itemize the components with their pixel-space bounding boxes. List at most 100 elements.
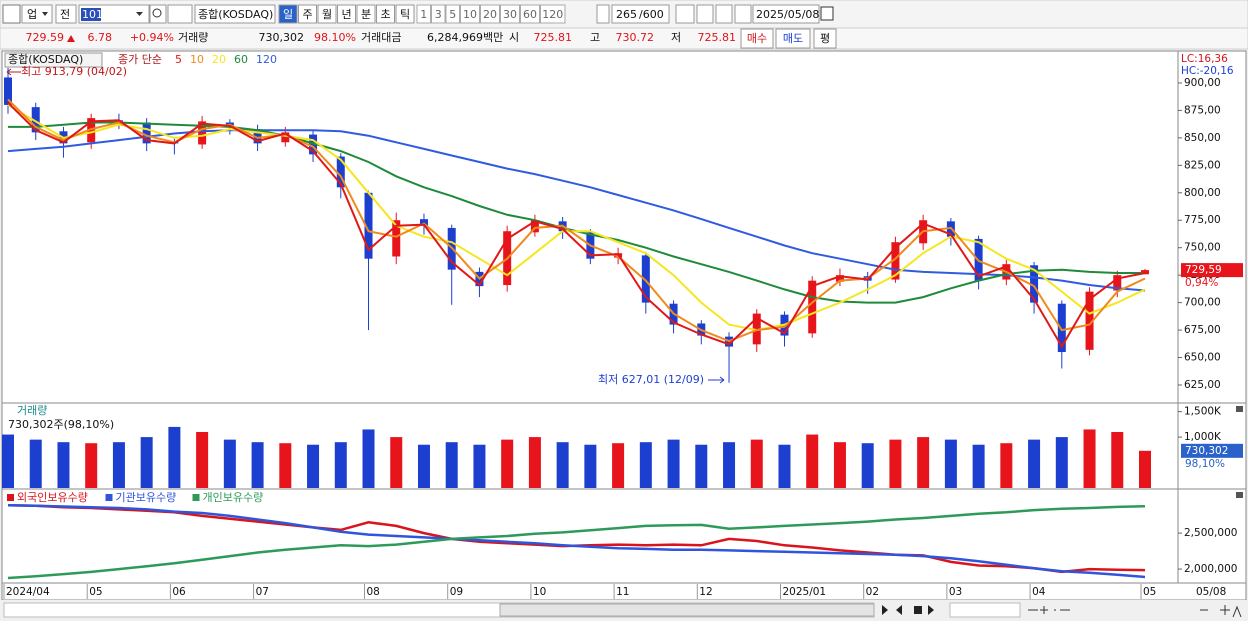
x-tick-label: 2025/01 [782, 586, 826, 598]
period-button[interactable] [376, 4, 395, 24]
date-box[interactable] [752, 4, 820, 24]
quote-change: 6.78 [88, 31, 113, 44]
up-arrow [67, 35, 75, 42]
count-box[interactable] [611, 4, 670, 24]
volume-bar [1028, 439, 1041, 488]
legend-entry: 5 [175, 53, 182, 66]
period-button[interactable] [356, 4, 376, 24]
volume-bar [362, 429, 375, 488]
avg-button[interactable] [813, 28, 837, 49]
volume-bar [1000, 443, 1013, 488]
ma-line [7, 504, 1146, 580]
x-tick-label: 12 [699, 586, 712, 598]
chart-frame [1, 50, 1247, 584]
label: 고 [590, 31, 600, 44]
period-button[interactable] [395, 4, 415, 24]
period-button[interactable] [278, 4, 298, 24]
zoom-slider[interactable] [949, 602, 1021, 618]
y-tick-label: 2,500,000 [1184, 527, 1237, 539]
search-button[interactable] [149, 4, 167, 24]
quote-low: 725.81 [698, 31, 737, 44]
calendar-icon[interactable] [820, 6, 834, 21]
y-tick-label: 750,00 [1184, 242, 1221, 254]
candle-body [281, 132, 290, 143]
volume-bar [667, 439, 680, 488]
period-text: 월 [322, 8, 332, 21]
interval-button[interactable] [540, 4, 566, 24]
save-icon[interactable] [715, 4, 733, 24]
scroll-thumb[interactable] [499, 603, 875, 617]
last-change-label: 0,94% [1185, 277, 1218, 289]
x-tick-label: 04 [1032, 586, 1046, 598]
candle-body [198, 121, 207, 145]
candle-body [641, 255, 650, 303]
volume-bar [917, 437, 930, 488]
interval-text: 5 [449, 8, 456, 21]
volume-bar [417, 444, 430, 488]
x-tick-label: 09 [450, 586, 463, 598]
y-tick-label: 875,00 [1184, 104, 1221, 116]
x-tick-label: 02 [866, 586, 879, 598]
playback-controls[interactable] [882, 605, 934, 615]
candle-body [808, 280, 817, 334]
interval-text: 60 [523, 8, 537, 21]
panel-close[interactable] [1236, 492, 1243, 498]
volume-bar [750, 439, 763, 488]
volume-bar [57, 442, 70, 488]
volume-bar [1111, 432, 1124, 488]
x-tick-label: 05 [1143, 586, 1156, 598]
candle-body [364, 192, 373, 259]
legend-entry: 60 [234, 53, 248, 66]
interval-text: 3 [435, 8, 442, 21]
volume-bar [528, 437, 541, 488]
ma-line [7, 503, 1146, 579]
volume-bar [1083, 429, 1096, 488]
candle-body [142, 122, 151, 144]
dropdown-arrow [136, 12, 143, 16]
volume-bar [334, 442, 347, 488]
sound-button[interactable] [167, 4, 193, 24]
interval-dropdown[interactable] [596, 4, 610, 24]
market-select[interactable] [21, 4, 53, 24]
volume-bar [251, 442, 264, 488]
interval-button[interactable] [500, 4, 520, 24]
buy-button[interactable] [740, 28, 774, 49]
volume-bar [612, 443, 625, 488]
label: 저 [671, 31, 681, 44]
volume-bar [833, 442, 846, 488]
interval-button[interactable] [520, 4, 540, 24]
sell-button[interactable] [775, 28, 811, 49]
volume-bar [112, 442, 125, 488]
candle-icon[interactable] [675, 4, 695, 24]
sell-text: 매도 [783, 32, 803, 45]
zoom-icons[interactable] [1028, 605, 1242, 618]
interval-button[interactable] [460, 4, 480, 24]
lc-label: LC:16,36 [1181, 53, 1228, 65]
prev-text: 전 [60, 8, 70, 21]
volume-bar [944, 439, 957, 488]
legend-swatch [192, 494, 200, 501]
panel-title: 거래량 [17, 404, 47, 417]
candle-body [336, 156, 345, 188]
menu-icon[interactable] [2, 4, 21, 24]
x-tick-label: 10 [533, 586, 546, 598]
period-button[interactable] [298, 4, 317, 24]
low-arrow [708, 376, 725, 384]
volume-bar [861, 443, 874, 488]
period-button[interactable] [337, 4, 356, 24]
period-button[interactable] [317, 4, 337, 24]
count-max: /600 [639, 8, 664, 21]
interval-button[interactable] [416, 4, 431, 24]
panel-close[interactable] [1236, 406, 1243, 412]
y-tick-label: 2,000,000 [1184, 563, 1237, 575]
volume-bar [806, 434, 819, 488]
interval-button[interactable] [480, 4, 500, 24]
ma-line [7, 98, 1146, 343]
tool-icon[interactable] [696, 4, 714, 24]
settings-icon[interactable] [734, 4, 752, 24]
y-tick-label: 675,00 [1184, 324, 1221, 336]
prev-button[interactable] [55, 4, 77, 24]
search-icon [152, 8, 162, 18]
interval-button[interactable] [431, 4, 446, 24]
interval-button[interactable] [445, 4, 460, 24]
